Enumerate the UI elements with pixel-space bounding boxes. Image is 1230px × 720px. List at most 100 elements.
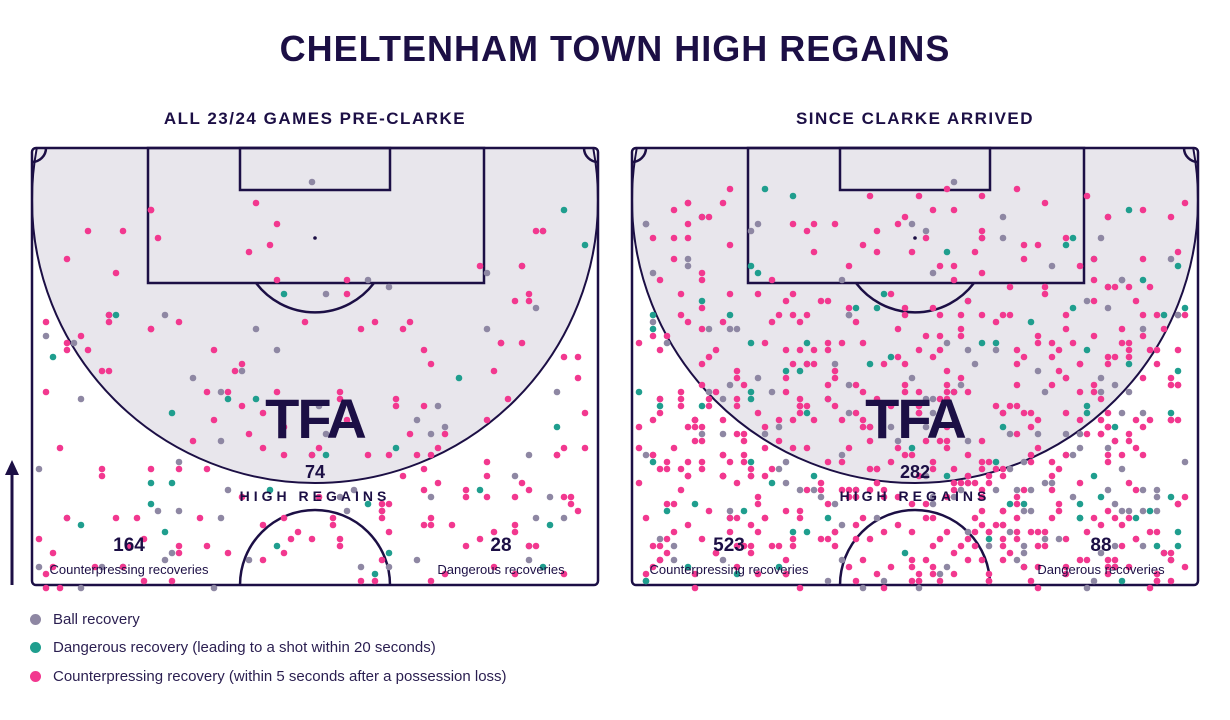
counter-recovery-dot xyxy=(560,570,568,578)
counter-recovery-dot xyxy=(427,577,435,585)
counter-recovery-dot xyxy=(1125,563,1133,571)
counter-recovery-dot xyxy=(859,339,867,347)
counter-recovery-dot xyxy=(635,444,643,452)
counter-recovery-dot xyxy=(98,367,106,375)
counter-recovery-dot xyxy=(511,528,519,536)
counter-recovery-dot xyxy=(1041,528,1049,536)
ball-recovery-dot xyxy=(656,535,664,543)
counter-recovery-dot xyxy=(873,248,881,256)
dangerous-recovery-dot xyxy=(747,395,755,403)
high-regains-value: 282 xyxy=(900,462,930,482)
ball-recovery-dot xyxy=(532,304,540,312)
counter-recovery-dot xyxy=(1167,549,1175,557)
counter-recovery-dot xyxy=(782,570,790,578)
counter-recovery-dot xyxy=(1062,325,1070,333)
counter-recovery-dot xyxy=(698,325,706,333)
counter-recovery-dot xyxy=(936,535,944,543)
dangerous-recovery-dot xyxy=(168,479,176,487)
counter-recovery-dot xyxy=(1174,346,1182,354)
counter-recovery-dot xyxy=(1034,241,1042,249)
counter-recovery-dot xyxy=(936,395,944,403)
counter-recovery-dot xyxy=(880,486,888,494)
counter-recovery-dot xyxy=(929,570,937,578)
counter-recovery-dot xyxy=(754,290,762,298)
counter-recovery-dot xyxy=(308,535,316,543)
counter-recovery-dot xyxy=(901,360,909,368)
ball-recovery-dot xyxy=(754,374,762,382)
counter-recovery-dot xyxy=(476,535,484,543)
counter-recovery-dot xyxy=(677,486,685,494)
counter-recovery-dot xyxy=(824,500,832,508)
ball-recovery-dot xyxy=(929,395,937,403)
dangerous-dot-icon xyxy=(30,642,41,654)
counter-recovery-dot xyxy=(1181,199,1189,207)
high-regains-value: 74 xyxy=(305,462,325,482)
ball-recovery-dot xyxy=(705,325,713,333)
dangerous-recovery-dot xyxy=(273,542,281,550)
ball-recovery-dot xyxy=(546,493,554,501)
counter-recovery-dot xyxy=(378,500,386,508)
counter-recovery-dot xyxy=(378,556,386,564)
counter-recovery-dot xyxy=(761,423,769,431)
counter-recovery-dot xyxy=(831,528,839,536)
counter-recovery-dot xyxy=(42,570,50,578)
dangerous-recovery-dot xyxy=(1090,472,1098,480)
six-yard-box xyxy=(838,146,992,192)
ball-recovery-dot xyxy=(929,409,937,417)
counter-recovery-dot xyxy=(684,472,692,480)
counter-recovery-dot xyxy=(420,486,428,494)
dangerous-recovery-dot xyxy=(943,248,951,256)
ball-recovery-dot xyxy=(950,493,958,501)
counter-recovery-dot xyxy=(698,423,706,431)
dangerous-recovery-dot xyxy=(649,325,657,333)
counter-recovery-dot xyxy=(1097,521,1105,529)
dangerous-recovery-dot xyxy=(1006,500,1014,508)
counter-recovery-dot xyxy=(957,542,965,550)
counter-recovery-dot xyxy=(936,311,944,319)
counter-recovery-dot xyxy=(999,409,1007,417)
counter-recovery-dot xyxy=(964,479,972,487)
counter-recovery-dot xyxy=(1104,423,1112,431)
dangerous-recovery-dot xyxy=(49,353,57,361)
dangerous-recovery-dot xyxy=(1167,409,1175,417)
ball-recovery-dot xyxy=(168,549,176,557)
counter-recovery-dot xyxy=(810,346,818,354)
counter-recovery-dot xyxy=(378,514,386,522)
counter-recovery-dot xyxy=(873,465,881,473)
ball-recovery-dot xyxy=(838,451,846,459)
counter-recovery-dot xyxy=(817,297,825,305)
counter-recovery-dot xyxy=(336,395,344,403)
counter-recovery-dot xyxy=(873,570,881,578)
counter-recovery-dot xyxy=(1125,479,1133,487)
counter-recovery-dot xyxy=(385,451,393,459)
dangerous-recovery-dot xyxy=(1111,423,1119,431)
counter-recovery-dot xyxy=(901,304,909,312)
counter-recovery-dot xyxy=(1174,500,1182,508)
counter-recovery-dot xyxy=(245,430,253,438)
counterpressing-value: 164 xyxy=(113,535,145,556)
counter-recovery-dot xyxy=(1062,570,1070,578)
ball-recovery-dot xyxy=(964,528,972,536)
counter-recovery-dot xyxy=(733,367,741,375)
counter-recovery-dot xyxy=(1097,395,1105,403)
counter-recovery-dot xyxy=(845,444,853,452)
dangerous-recovery-dot xyxy=(803,528,811,536)
counter-recovery-dot xyxy=(698,458,706,466)
counter-recovery-dot xyxy=(740,430,748,438)
counter-recovery-dot xyxy=(98,465,106,473)
ball-recovery-dot xyxy=(999,234,1007,242)
counter-recovery-dot xyxy=(343,276,351,284)
tfa-logo: TFA xyxy=(265,387,365,450)
ball-recovery-dot xyxy=(782,479,790,487)
counter-recovery-dot xyxy=(189,437,197,445)
counter-recovery-dot xyxy=(1146,416,1154,424)
counter-recovery-dot xyxy=(105,367,113,375)
counter-recovery-dot xyxy=(1027,458,1035,466)
counter-recovery-dot xyxy=(859,514,867,522)
counter-recovery-dot xyxy=(754,409,762,417)
counter-recovery-dot xyxy=(761,444,769,452)
counter-recovery-dot xyxy=(1174,248,1182,256)
counter-recovery-dot xyxy=(985,570,993,578)
counter-recovery-dot xyxy=(950,276,958,284)
counter-recovery-dot xyxy=(663,332,671,340)
